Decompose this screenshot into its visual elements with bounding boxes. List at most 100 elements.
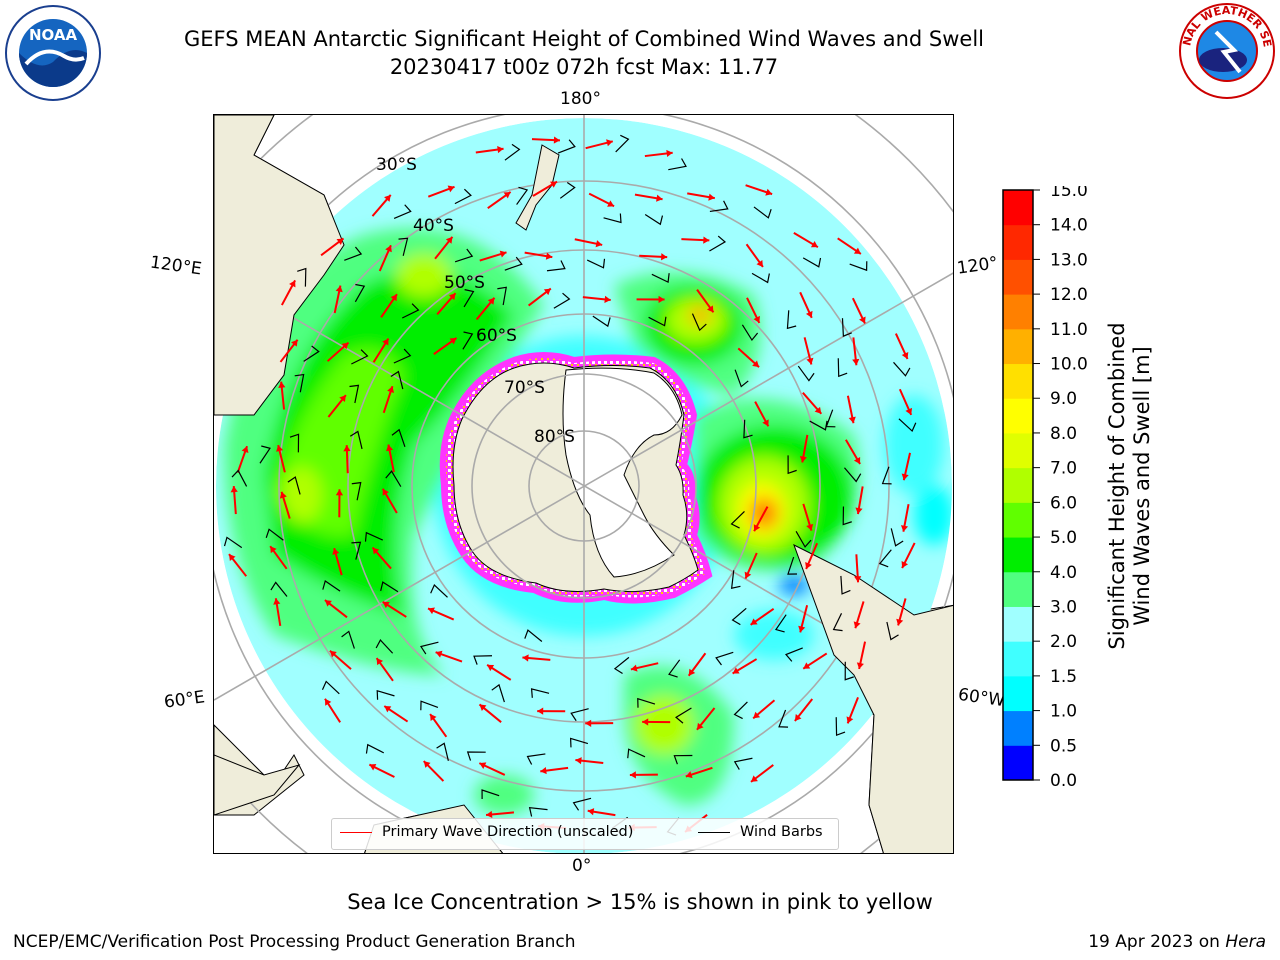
date-host: Hera [1225, 932, 1266, 952]
wind-barb [393, 204, 412, 219]
wave-arrow-head [279, 491, 287, 499]
wind-barb [733, 757, 753, 770]
chart-subtitle: 20230417 t00z 072h fcst Max: 11.77 [389, 55, 779, 79]
colorbar-band [1003, 294, 1033, 330]
wind-barb [787, 455, 797, 475]
wind-barb [844, 467, 862, 483]
wave-arrow-head [856, 662, 864, 669]
colorbar-tick-label: 1.0 [1050, 702, 1077, 722]
wave-arrow-head [753, 711, 761, 719]
latitude-labels: 30°S 40°S 50°S 60°S 70°S 80°S [376, 155, 575, 447]
wave-arrow-head [853, 456, 861, 464]
wind-barb [795, 530, 812, 548]
wave-arrow-head [756, 259, 763, 267]
wind-barb [751, 272, 770, 284]
wind-barb [784, 647, 803, 662]
wave-arrow-head [486, 810, 493, 819]
wind-barb [893, 361, 911, 377]
legend-barb-label: Wind Barbs [740, 824, 823, 840]
wind-barb [774, 614, 787, 633]
colorbar-tick-label: 3.0 [1050, 597, 1077, 617]
colorbar-tick-label: 0.5 [1050, 736, 1077, 756]
colorbar-tick-label: 9.0 [1050, 389, 1077, 409]
wave-arrow-head [384, 194, 391, 202]
wave-arrow-head [382, 338, 389, 346]
wave-arrow-head [230, 486, 238, 493]
wave-arrow-head [732, 667, 740, 674]
wind-barb [787, 556, 797, 575]
colorbar-tick-label: 4.0 [1050, 563, 1077, 583]
lat-label-80s: 80°S [534, 427, 575, 447]
colorbar-tick-label: 5.0 [1050, 528, 1077, 548]
legend-entry-wave: Primary Wave Direction (unscaled) [340, 824, 633, 840]
legend-wave-swatch [340, 831, 372, 833]
wave-arrow-head [905, 407, 913, 415]
wind-barb [420, 700, 439, 711]
wave-arrow-head [587, 808, 595, 816]
wind-barb [753, 206, 772, 219]
wave-arrow-head [479, 762, 487, 769]
wave-arrow-head [270, 546, 277, 554]
wave-arrow-head [229, 554, 236, 562]
wave-arrow-head [696, 722, 704, 730]
wind-barb [341, 630, 355, 649]
wave-arrow-head [343, 445, 351, 452]
wind-barb [259, 445, 271, 464]
wave-arrow-head [658, 295, 665, 304]
sea-ice-note: Sea Ice Concentration > 15% is shown in … [347, 890, 933, 914]
wave-arrow-head [630, 664, 638, 672]
wave-arrow-head [661, 253, 668, 261]
wind-barb [454, 188, 472, 205]
wind-barb [436, 742, 449, 761]
wave-arrow-head [387, 386, 395, 393]
wave-arrow-head [805, 310, 813, 318]
wave-arrow-head [435, 650, 443, 658]
wind-barb [530, 688, 550, 698]
wind-barb [390, 370, 404, 390]
wind-barb [586, 258, 606, 269]
wave-arrow-head [289, 280, 296, 288]
wind-barb [287, 476, 301, 495]
wind-barb [881, 466, 892, 485]
wave-arrow-head [810, 241, 818, 248]
wind-barb [463, 289, 475, 308]
wave-arrow-head [448, 293, 456, 301]
wind-barb [733, 701, 748, 720]
wind-barb [504, 143, 521, 161]
wave-arrow-head [750, 775, 758, 782]
colorbar-label-line2: Wind Waves and Swell [m] [1130, 346, 1154, 626]
wind-barb [322, 579, 341, 592]
wind-barb [673, 754, 693, 765]
wind-barb [825, 409, 836, 428]
wave-arrow-head [487, 297, 495, 305]
wave-arrow-head [543, 288, 551, 296]
wave-arrow-head [449, 337, 457, 345]
wave-arrow-head [900, 525, 909, 532]
wave-arrow-head [595, 240, 603, 248]
wave-arrow-head [386, 444, 394, 452]
wave-arrow-head [666, 149, 673, 158]
wave-arrow-head [273, 598, 281, 605]
wind-barb [391, 428, 406, 447]
wind-barb [553, 292, 571, 309]
chart-legend: Primary Wave Direction (unscaled) Wind B… [331, 818, 839, 850]
wind-barb [398, 237, 409, 256]
antarctica [439, 352, 713, 604]
wave-arrow-head [805, 562, 812, 569]
wave-arrow-head [852, 358, 860, 366]
colorbar-band [1003, 571, 1033, 607]
lon-label-120e: 120°E [148, 252, 203, 280]
wind-barb [569, 737, 589, 748]
wave-arrow-head [901, 352, 909, 359]
wind-barb [375, 639, 394, 654]
wave-arrow-head [855, 507, 863, 515]
colorbar-band [1003, 502, 1033, 538]
wave-arrow-head [708, 193, 715, 201]
lat-label-60s: 60°S [476, 326, 517, 346]
wave-arrow-head [537, 707, 544, 715]
wind-barb [786, 310, 797, 330]
noaa-logo: NOAA [4, 4, 102, 102]
wave-arrow-head [753, 524, 761, 532]
wind-barb [898, 418, 917, 433]
colorbar-band [1003, 745, 1033, 781]
